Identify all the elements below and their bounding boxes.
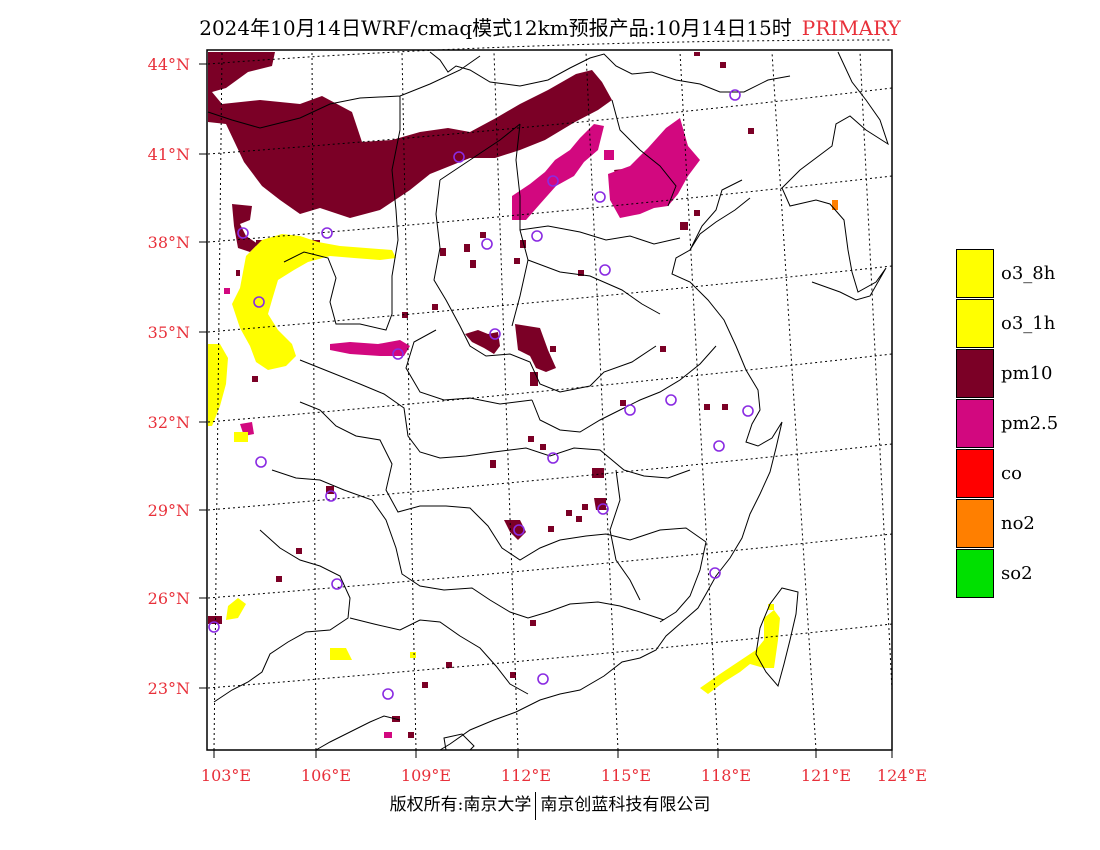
graticule — [207, 39, 893, 751]
legend-item-so2: so2 — [956, 549, 1096, 599]
legend-swatch-pm10 — [956, 349, 994, 398]
hainan-coast — [443, 733, 475, 751]
station-markers — [208, 89, 754, 700]
o3-yunnan-patch — [226, 598, 246, 620]
o3-cell-3 — [768, 604, 774, 610]
pm10-guizhou-patch — [592, 468, 604, 478]
legend-label-so2: so2 — [1001, 563, 1033, 584]
pm25-hebei-patch — [608, 118, 700, 218]
legend-label-no2: no2 — [1001, 513, 1035, 534]
no2-korea-cell — [832, 200, 838, 210]
pm10-jiangxi-patch — [594, 498, 606, 510]
o3-loess-patch — [232, 234, 396, 370]
footer-separator — [535, 791, 537, 820]
axis-ticks — [199, 63, 893, 758]
pm10-loess-patch — [465, 330, 500, 354]
legend-swatch-co — [956, 449, 994, 498]
o3-cell-1 — [234, 432, 248, 442]
map-frame — [206, 49, 893, 751]
pm10-henan-patch — [515, 324, 556, 372]
pm25-cell-2 — [224, 288, 230, 294]
copyright-right: 南京创蓝科技有限公司 — [540, 795, 711, 815]
lat-label-44: 44°N — [147, 55, 190, 74]
legend-swatch-o3-8h — [956, 249, 994, 298]
pm10-north-band — [208, 52, 612, 218]
legend-item-pm25: pm2.5 — [956, 399, 1096, 449]
o3-taiwan-patch — [700, 610, 780, 694]
legend-label-o3-1h: o3_1h — [1001, 313, 1056, 334]
o3-cell-2 — [410, 652, 416, 658]
copyright-footer: 版权所有:南京大学 南京创蓝科技有限公司 — [0, 790, 1100, 820]
lon-label-112: 112°E — [500, 766, 552, 785]
legend-item-o3-8h: o3_8h — [956, 249, 1096, 299]
map-title-main: 2024年10月14日WRF/cmaq模式12km预报产品:10月14日15时 — [199, 16, 792, 40]
lon-label-115: 115°E — [600, 766, 652, 785]
pollutant-legend: o3_8h o3_1h pm10 pm2.5 co no2 so2 — [956, 249, 1096, 599]
legend-item-pm10: pm10 — [956, 349, 1096, 399]
coastline — [315, 51, 889, 751]
lat-label-38: 38°N — [147, 233, 190, 252]
pm10-hunan-patch — [504, 520, 526, 540]
lon-label-121: 121°E — [800, 766, 852, 785]
legend-item-no2: no2 — [956, 499, 1096, 549]
pm25-cell-3 — [384, 732, 392, 738]
map-title: 2024年10月14日WRF/cmaq模式12km预报产品:10月14日15时 P… — [0, 12, 1100, 41]
lon-label-103: 103°E — [200, 766, 252, 785]
lat-label-29: 29°N — [147, 501, 190, 520]
lat-label-23: 23°N — [147, 679, 190, 698]
legend-label-co: co — [1001, 463, 1022, 484]
lat-label-32: 32°N — [147, 413, 190, 432]
legend-label-o3-8h: o3_8h — [1001, 263, 1056, 284]
legend-item-o3-1h: o3_1h — [956, 299, 1096, 349]
taiwan-coast — [755, 587, 799, 688]
legend-swatch-no2 — [956, 499, 994, 548]
pollution-layer — [208, 52, 838, 738]
pm25-weihe-patch — [330, 340, 410, 356]
legend-swatch-pm25 — [956, 399, 994, 448]
legend-swatch-o3-1h — [956, 299, 994, 348]
pm25-shanxi-patch — [512, 124, 604, 220]
legend-item-co: co — [956, 449, 1096, 499]
legend-label-pm10: pm10 — [1001, 363, 1053, 384]
copyright-left: 版权所有:南京大学 — [389, 795, 532, 815]
lon-label-118: 118°E — [700, 766, 752, 785]
lon-label-109: 109°E — [400, 766, 452, 785]
lat-label-41: 41°N — [147, 145, 190, 164]
map-title-primary-tag: PRIMARY — [801, 16, 901, 40]
lat-label-35: 35°N — [147, 323, 190, 342]
lat-label-26: 26°N — [147, 589, 190, 608]
inner-boundaries — [207, 55, 717, 703]
legend-label-pm25: pm2.5 — [1001, 413, 1059, 434]
lon-label-106: 106°E — [300, 766, 352, 785]
pm25-cell-1 — [604, 150, 614, 160]
boundaries — [207, 51, 889, 751]
mongolia-border — [429, 51, 791, 93]
lon-label-124: 124°E — [876, 766, 928, 785]
o3-guangxi-patch — [330, 648, 352, 660]
legend-swatch-so2 — [956, 549, 994, 598]
